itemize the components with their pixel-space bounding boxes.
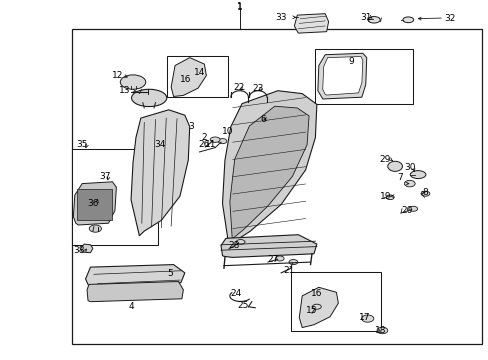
Text: 24: 24	[229, 289, 241, 298]
Text: 32: 32	[443, 14, 455, 23]
Text: 25: 25	[237, 301, 249, 310]
Polygon shape	[87, 282, 183, 302]
Bar	[72, 29, 481, 344]
Ellipse shape	[387, 161, 402, 171]
Text: 19: 19	[379, 192, 390, 201]
Ellipse shape	[420, 191, 429, 196]
Text: 36: 36	[87, 199, 99, 208]
Text: 1: 1	[236, 2, 242, 11]
Text: 30: 30	[403, 163, 415, 172]
Text: 8: 8	[422, 188, 427, 197]
Text: 11: 11	[204, 140, 216, 149]
Ellipse shape	[402, 17, 413, 23]
Polygon shape	[171, 58, 206, 96]
Text: 38: 38	[73, 246, 85, 255]
Ellipse shape	[408, 206, 417, 211]
Text: 9: 9	[347, 58, 353, 67]
Ellipse shape	[275, 256, 284, 261]
Text: 4: 4	[128, 302, 134, 311]
Text: 27: 27	[266, 256, 278, 264]
Text: 12: 12	[111, 71, 123, 80]
Polygon shape	[294, 14, 328, 33]
Ellipse shape	[312, 304, 321, 309]
Text: 22: 22	[232, 83, 244, 92]
Text: 31: 31	[359, 13, 371, 22]
Text: 35: 35	[76, 140, 88, 149]
Ellipse shape	[404, 180, 414, 187]
Bar	[290, 272, 381, 331]
Text: 13: 13	[119, 86, 130, 95]
Bar	[72, 149, 158, 245]
Polygon shape	[299, 287, 338, 328]
Text: 21: 21	[283, 266, 295, 275]
Text: 17: 17	[358, 313, 369, 322]
Text: 34: 34	[154, 140, 166, 149]
Ellipse shape	[210, 137, 220, 143]
Polygon shape	[317, 53, 366, 99]
Text: 3: 3	[187, 122, 193, 131]
Text: 15: 15	[305, 306, 317, 315]
Text: 29: 29	[379, 155, 390, 163]
Text: 37: 37	[99, 172, 111, 181]
Text: 26: 26	[198, 140, 210, 149]
Ellipse shape	[367, 17, 380, 23]
Text: 1: 1	[236, 3, 242, 12]
Polygon shape	[322, 57, 362, 95]
Text: 2: 2	[201, 133, 207, 142]
Text: 28: 28	[227, 241, 239, 250]
Polygon shape	[229, 106, 308, 239]
Text: 7: 7	[396, 173, 402, 182]
Ellipse shape	[236, 240, 244, 244]
Ellipse shape	[376, 327, 387, 334]
Ellipse shape	[288, 260, 297, 265]
Text: 23: 23	[252, 84, 264, 93]
Bar	[315, 49, 412, 104]
Polygon shape	[85, 265, 184, 290]
Polygon shape	[222, 91, 316, 246]
Ellipse shape	[120, 75, 145, 89]
Text: 33: 33	[275, 13, 286, 22]
Text: 18: 18	[374, 326, 386, 335]
Text: 16: 16	[310, 289, 322, 298]
Text: 20: 20	[400, 206, 412, 215]
Polygon shape	[81, 244, 93, 253]
Polygon shape	[73, 182, 116, 225]
Text: 14: 14	[193, 68, 205, 77]
Ellipse shape	[218, 139, 226, 144]
Polygon shape	[221, 235, 316, 257]
Ellipse shape	[131, 89, 166, 107]
Text: 5: 5	[167, 269, 173, 278]
Polygon shape	[131, 110, 189, 236]
Text: 16: 16	[180, 75, 191, 84]
Ellipse shape	[409, 171, 425, 179]
Bar	[167, 56, 228, 97]
Ellipse shape	[386, 195, 393, 199]
Text: 10: 10	[221, 127, 233, 136]
Ellipse shape	[361, 315, 373, 322]
Text: 6: 6	[260, 115, 265, 124]
Ellipse shape	[89, 225, 102, 232]
Bar	[77, 189, 112, 220]
